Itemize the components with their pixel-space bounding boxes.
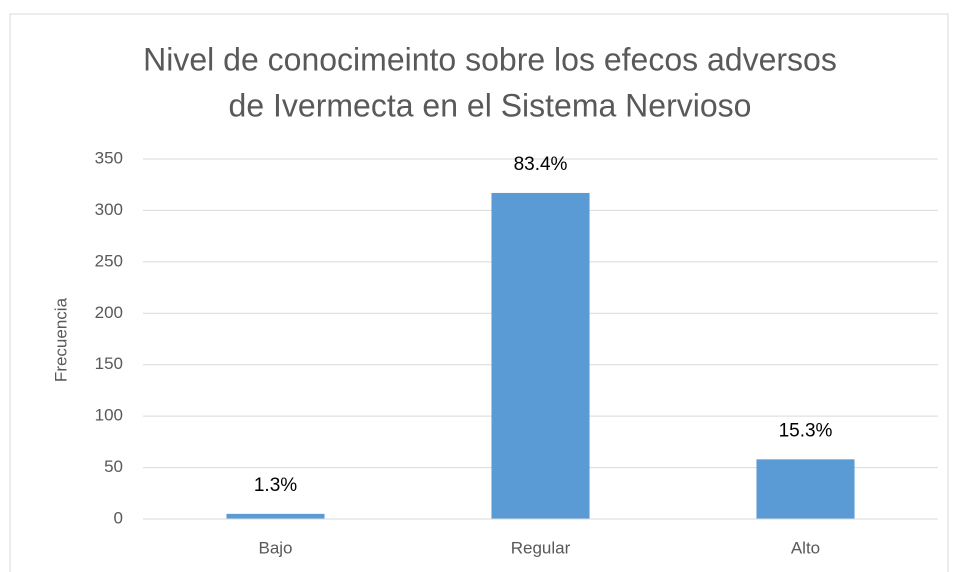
y-tick-label: 50	[104, 457, 123, 476]
x-tick-label: Regular	[511, 538, 571, 557]
bar	[756, 459, 855, 519]
x-tick-label: Alto	[791, 538, 820, 557]
y-tick-label: 250	[95, 251, 123, 270]
y-tick-label: 150	[95, 354, 123, 373]
y-tick-label: 200	[95, 303, 123, 322]
bar	[226, 513, 325, 519]
y-tick-label: 100	[95, 406, 123, 425]
y-tick-label: 0	[114, 508, 123, 527]
data-label: 83.4%	[514, 154, 568, 175]
chart-title: Nivel de conocimeinto sobre los efecos a…	[143, 41, 837, 77]
data-label: 15.3%	[779, 420, 833, 441]
data-label: 1.3%	[254, 475, 297, 496]
y-axis-label: Frecuencia	[51, 297, 70, 382]
y-tick-label: 350	[95, 148, 123, 167]
bar	[491, 192, 590, 519]
chart-title: de Ivermecta en el Sistema Nervioso	[229, 87, 752, 123]
chart-frame	[9, 13, 949, 572]
y-tick-label: 300	[95, 200, 123, 219]
x-tick-label: Bajo	[258, 538, 292, 557]
